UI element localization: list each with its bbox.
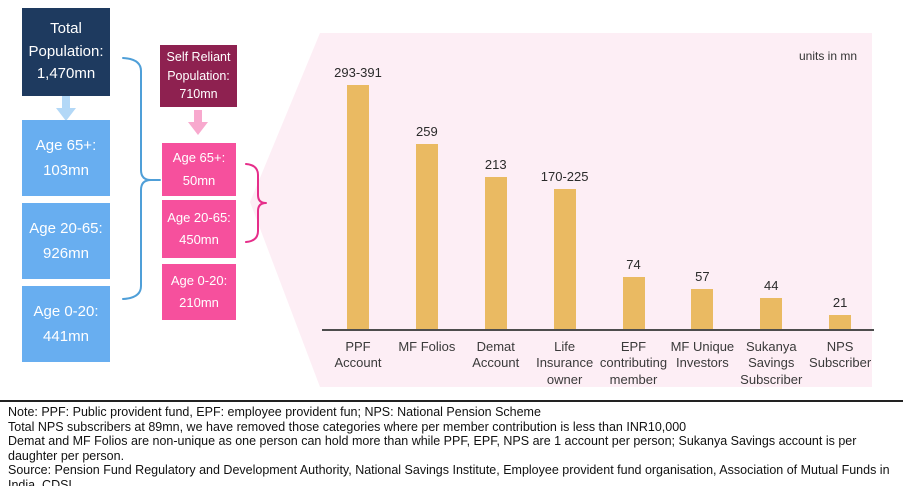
bar-value-label: 21 (832, 295, 848, 310)
bar-category-label: NPS Subscriber (809, 339, 872, 371)
age-0-20-total-box: Age 0-20: 441mn (22, 286, 110, 362)
down-arrow-icon (188, 110, 208, 135)
bar-category-label: Sukanya Savings Subscriber (740, 339, 803, 387)
bar-value-label: 44 (764, 278, 779, 293)
note-line: Note: PPF: Public provident fund, EPF: e… (8, 405, 541, 419)
units-label: units in mn (798, 49, 858, 63)
note-line: Source: Pension Fund Regulatory and Deve… (8, 463, 890, 486)
bar-category-label: MF Folios (398, 339, 456, 354)
pink-brace (245, 163, 267, 243)
bar-value-label: 170-225 (540, 169, 589, 184)
blue-brace (122, 57, 161, 300)
chart-bar (760, 298, 783, 330)
notes-block: Note: PPF: Public provident fund, EPF: e… (8, 405, 898, 486)
bar-category-label: Life Insurance owner (536, 339, 594, 387)
chart-bar (553, 189, 576, 330)
age-65plus-total-box: Age 65+: 103mn (22, 120, 110, 196)
chart-bar (622, 277, 645, 330)
chart-bar (347, 85, 369, 330)
notes-divider (0, 400, 903, 402)
chart-bar (691, 289, 714, 330)
x-axis-line (322, 329, 874, 331)
age-0-20-selfreliant-box: Age 0-20: 210mn (162, 264, 236, 320)
note-line: Total NPS subscribers at 89mn, we have r… (8, 419, 687, 434)
bar-value-label: 293-391 (334, 65, 382, 80)
age-20-65-selfreliant-box: Age 20-65: 450mn (162, 200, 236, 258)
chart-bar (484, 177, 507, 330)
chart-bar (415, 144, 438, 330)
note-line: Demat and MF Folios are non-unique as on… (8, 434, 857, 463)
age-20-65-total-box: Age 20-65: 926mn (22, 203, 110, 279)
bar-value-label: 213 (484, 157, 507, 172)
chart-bar (829, 315, 852, 330)
bar-value-label: 57 (695, 269, 710, 284)
down-arrow-icon (56, 96, 76, 121)
total-population-box: Total Population: 1,470mn (22, 8, 110, 96)
bar-category-label: PPF Account (334, 339, 382, 371)
bar-category-label: EPF contributing member (599, 339, 668, 387)
self-reliant-population-box: Self Reliant Population: 710mn (160, 45, 237, 107)
bar-category-label: MF Unique Investors (670, 339, 735, 371)
bar-value-label: 259 (416, 124, 438, 139)
age-65plus-selfreliant-box: Age 65+: 50mn (162, 143, 236, 196)
bar-category-label: Demat Account (472, 339, 520, 371)
bar-value-label: 74 (626, 257, 641, 272)
